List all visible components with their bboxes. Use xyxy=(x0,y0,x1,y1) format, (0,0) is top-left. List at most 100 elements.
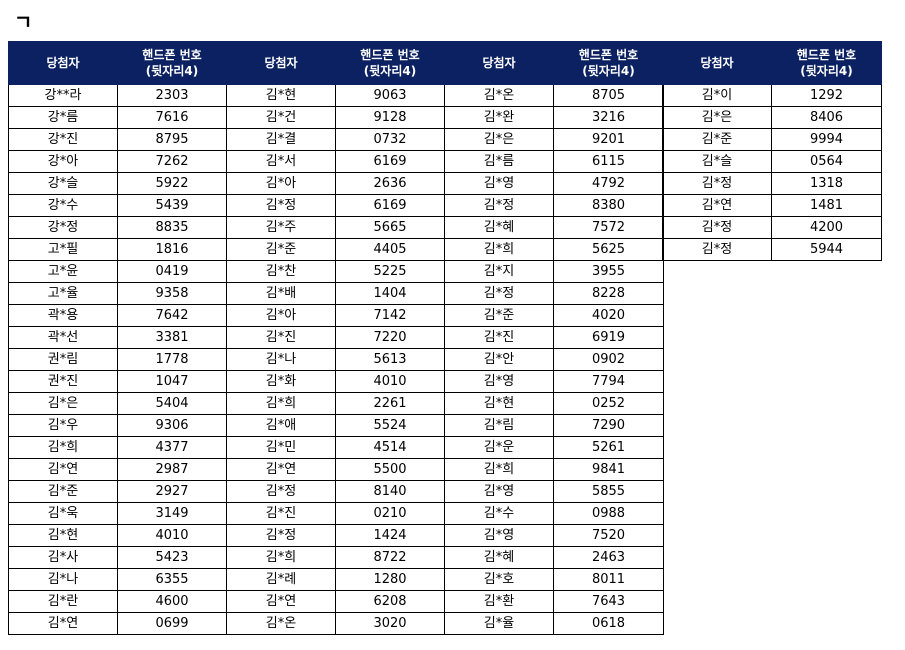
winner-name-cell: 김*이 xyxy=(662,84,772,107)
phone-last4-cell: 5423 xyxy=(117,546,227,569)
table-row: 김*욱 3149 김*진 0210 xyxy=(8,502,445,525)
phone-last4-cell: 4405 xyxy=(335,238,445,261)
winner-name-cell: 김*준 xyxy=(226,238,336,261)
phone-last4-cell: 7616 xyxy=(117,106,227,129)
table-row: 김*온 8705 xyxy=(444,84,664,107)
table-header-row: 당첨자 핸드폰 번호 (뒷자리4) 당첨자 핸드폰 번호 (뒷자리4) xyxy=(8,41,445,85)
winner-name-cell: 김*진 xyxy=(444,326,554,349)
phone-last4-cell: 9306 xyxy=(117,414,227,437)
winner-name-cell: 김*애 xyxy=(226,414,336,437)
winner-name-cell: 김*혜 xyxy=(444,216,554,239)
table-row: 김*호 8011 xyxy=(444,568,664,591)
phone-last4-cell: 5665 xyxy=(335,216,445,239)
table-row: 김*정 4200 xyxy=(662,216,882,239)
phone-last4-cell: 6919 xyxy=(553,326,664,349)
winner-name-cell: 고*율 xyxy=(8,282,118,305)
table-row: 김*운 5261 xyxy=(444,436,664,459)
table-header-row: 당첨자 핸드폰 번호 (뒷자리4) xyxy=(444,41,664,85)
winner-name-cell: 김*진 xyxy=(226,326,336,349)
header-phone: 핸드폰 번호 (뒷자리4) xyxy=(117,41,227,85)
table-row: 김*정 1318 xyxy=(662,172,882,195)
table-row: 김*혜 2463 xyxy=(444,546,664,569)
winner-name-cell: 김*영 xyxy=(444,480,554,503)
table-row: 김*은 9201 xyxy=(444,128,664,151)
table-row: 김*사 5423 김*희 8722 xyxy=(8,546,445,569)
winner-name-cell: 김*호 xyxy=(444,568,554,591)
phone-last4-cell: 2636 xyxy=(335,172,445,195)
phone-last4-cell: 4514 xyxy=(335,436,445,459)
header-phone: 핸드폰 번호 (뒷자리4) xyxy=(771,41,882,85)
table-row: 김*희 9841 xyxy=(444,458,664,481)
phone-last4-cell: 3955 xyxy=(553,260,664,283)
header-phone-line1: 핸드폰 번호 xyxy=(360,48,420,62)
phone-last4-cell: 1404 xyxy=(335,282,445,305)
winner-name-cell: 김*아 xyxy=(226,304,336,327)
winner-name-cell: 김*연 xyxy=(8,612,118,635)
table-row: 김*희 5625 xyxy=(444,238,664,261)
table-row: 고*윤 0419 김*찬 5225 xyxy=(8,260,445,283)
table-row: 김*영 7794 xyxy=(444,370,664,393)
table-row: 김*환 7643 xyxy=(444,590,664,613)
phone-last4-cell: 3020 xyxy=(335,612,445,635)
phone-last4-cell: 5500 xyxy=(335,458,445,481)
winner-name-cell: 김*온 xyxy=(444,84,554,107)
winner-name-cell: 김*완 xyxy=(444,106,554,129)
phone-last4-cell: 4020 xyxy=(553,304,664,327)
table-row: 김*나 6355 김*례 1280 xyxy=(8,568,445,591)
winner-name-cell: 김*정 xyxy=(662,238,772,261)
phone-last4-cell: 3381 xyxy=(117,326,227,349)
table-row: 김*영 4792 xyxy=(444,172,664,195)
phone-last4-cell: 0419 xyxy=(117,260,227,283)
phone-last4-cell: 5922 xyxy=(117,172,227,195)
phone-last4-cell: 6169 xyxy=(335,150,445,173)
phone-last4-cell: 7142 xyxy=(335,304,445,327)
table-row: 강*름 7616 김*건 9128 xyxy=(8,106,445,129)
header-winner: 당첨자 xyxy=(226,41,336,85)
winners-table-3: 당첨자 핸드폰 번호 (뒷자리4) 김*이 1292 김*은 8406 김*준 9994 김*… xyxy=(662,41,882,261)
winner-name-cell: 김*정 xyxy=(444,194,554,217)
table-row: 권*진 1047 김*화 4010 xyxy=(8,370,445,393)
phone-last4-cell: 8380 xyxy=(553,194,664,217)
phone-last4-cell: 2927 xyxy=(117,480,227,503)
header-winner: 당첨자 xyxy=(662,41,772,85)
phone-last4-cell: 9063 xyxy=(335,84,445,107)
table-row: 김*준 9994 xyxy=(662,128,882,151)
winner-name-cell: 권*진 xyxy=(8,370,118,393)
winner-name-cell: 김*희 xyxy=(444,458,554,481)
winner-name-cell: 김*찬 xyxy=(226,260,336,283)
winner-name-cell: 강*슬 xyxy=(8,172,118,195)
winners-table-1: 당첨자 핸드폰 번호 (뒷자리4) 당첨자 핸드폰 번호 (뒷자리4) 강**라 23… xyxy=(8,41,445,635)
phone-last4-cell: 9994 xyxy=(771,128,882,151)
phone-last4-cell: 7520 xyxy=(553,524,664,547)
winner-name-cell: 김*연 xyxy=(226,590,336,613)
table-row: 김*은 8406 xyxy=(662,106,882,129)
winner-name-cell: 김*환 xyxy=(444,590,554,613)
phone-last4-cell: 5225 xyxy=(335,260,445,283)
phone-last4-cell: 6208 xyxy=(335,590,445,613)
winner-name-cell: 김*배 xyxy=(226,282,336,305)
winner-name-cell: 김*현 xyxy=(226,84,336,107)
winner-name-cell: 김*현 xyxy=(8,524,118,547)
phone-last4-cell: 3216 xyxy=(553,106,664,129)
winner-name-cell: 김*희 xyxy=(444,238,554,261)
header-winner: 당첨자 xyxy=(8,41,118,85)
phone-last4-cell: 6115 xyxy=(553,150,664,173)
winner-name-cell: 김*진 xyxy=(226,502,336,525)
winner-name-cell: 김*욱 xyxy=(8,502,118,525)
winner-name-cell: 김*운 xyxy=(444,436,554,459)
header-phone-line2: (뒷자리4) xyxy=(800,64,853,78)
winner-name-cell: 김*은 xyxy=(444,128,554,151)
table-row: 김*림 7290 xyxy=(444,414,664,437)
winner-name-cell: 김*정 xyxy=(444,282,554,305)
winner-name-cell: 김*화 xyxy=(226,370,336,393)
phone-last4-cell: 7572 xyxy=(553,216,664,239)
table-row: 김*정 5944 xyxy=(662,238,882,261)
winner-name-cell: 김*우 xyxy=(8,414,118,437)
table-row: 김*지 3955 xyxy=(444,260,664,283)
phone-last4-cell: 7643 xyxy=(553,590,664,613)
phone-last4-cell: 3149 xyxy=(117,502,227,525)
phone-last4-cell: 0210 xyxy=(335,502,445,525)
winner-name-cell: 김*나 xyxy=(8,568,118,591)
winner-name-cell: 김*정 xyxy=(226,194,336,217)
table-row: 곽*용 7642 김*아 7142 xyxy=(8,304,445,327)
